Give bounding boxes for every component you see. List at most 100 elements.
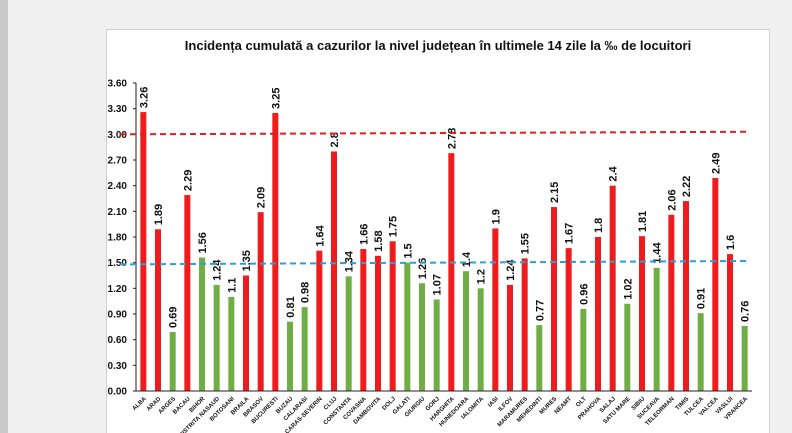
reference-line-1: [119, 259, 751, 266]
data-label: 1.75: [388, 216, 400, 237]
bar-35: [653, 267, 660, 391]
bar-12: [316, 250, 323, 391]
data-label: 0.96: [578, 283, 590, 304]
bar-5: [213, 284, 220, 391]
bar-32: [609, 185, 616, 391]
y-tick-label: 3.00: [108, 130, 128, 141]
y-tick-label: 0.30: [108, 361, 128, 372]
bar-20: [433, 299, 440, 391]
data-label: 1.07: [432, 274, 444, 295]
bar-13: [331, 151, 337, 391]
bar-40: [727, 254, 733, 391]
data-label: 0.81: [285, 296, 297, 317]
data-label: 0.77: [534, 300, 546, 321]
data-label: 1.55: [520, 233, 532, 254]
data-label: 3.25: [270, 88, 282, 109]
data-label: 2.49: [710, 153, 722, 174]
data-label: 0.76: [740, 301, 752, 322]
category-label: IASI: [487, 396, 500, 409]
y-tick-label: 0.90: [108, 310, 128, 321]
bar-31: [595, 237, 601, 391]
y-tick-label: 2.10: [108, 207, 128, 218]
bar-41: [741, 325, 748, 391]
data-label: 1.9: [490, 209, 502, 224]
data-label: 1.89: [153, 204, 165, 225]
bar-37: [683, 201, 689, 391]
data-label: 1.26: [417, 258, 429, 279]
category-label: SATU MARE: [603, 396, 632, 425]
data-label: 1.56: [197, 232, 209, 253]
data-label: 1.5: [402, 243, 414, 258]
y-tick-label: 2.70: [108, 156, 128, 167]
bar-39: [712, 177, 719, 391]
data-label: 2.78: [446, 128, 458, 149]
bar-0: [140, 112, 147, 391]
data-label: 2.8: [329, 132, 341, 147]
data-label: 2.15: [549, 182, 561, 203]
bar-38: [697, 313, 704, 391]
data-label: 1.02: [622, 278, 634, 299]
bar-9: [272, 112, 279, 391]
data-label: 2.09: [256, 187, 268, 208]
bar-21: [448, 153, 455, 391]
bar-26: [521, 258, 528, 391]
bar-4: [199, 257, 205, 391]
bar-1: [155, 229, 161, 391]
data-label: 1.64: [314, 224, 326, 246]
bar-25: [507, 284, 513, 391]
bar-14: [345, 276, 352, 391]
bar-17: [389, 241, 396, 391]
chart-title: Incidența cumulată a cazurilor la nivel …: [184, 38, 692, 53]
category-label: ALBA: [132, 396, 148, 412]
bar-27: [536, 325, 543, 391]
y-tick-label: 1.50: [108, 258, 128, 269]
bar-7: [243, 275, 249, 391]
data-label: 1.67: [564, 223, 576, 244]
data-label: 1.58: [373, 230, 385, 251]
data-label: 0.98: [300, 282, 312, 303]
data-label: 1.44: [652, 242, 664, 264]
data-label: 3.26: [138, 87, 150, 108]
bar-11: [301, 307, 308, 391]
data-label: 1.1: [226, 278, 238, 293]
data-label: 1.35: [241, 250, 253, 271]
bar-16: [375, 255, 381, 391]
data-label: 1.2: [476, 269, 488, 284]
bar-15: [360, 248, 367, 391]
data-label: 1.34: [344, 250, 356, 272]
bar-2: [169, 331, 176, 391]
data-label: 2.4: [608, 165, 620, 181]
y-tick-label: 3.30: [108, 104, 128, 115]
bar-6: [228, 296, 235, 391]
bar-8: [257, 212, 264, 391]
y-tick-label: 2.40: [108, 181, 128, 192]
data-label: 0.91: [696, 288, 708, 309]
category-label: OLT: [575, 396, 588, 409]
bar-19: [419, 283, 425, 391]
bar-36: [668, 214, 675, 391]
bar-29: [565, 248, 572, 391]
bar-3: [184, 195, 191, 391]
y-tick-label: 1.80: [108, 233, 128, 244]
data-label: 2.29: [182, 170, 194, 191]
bar-22: [463, 271, 469, 391]
bar-10: [287, 321, 293, 391]
bar-28: [551, 207, 557, 391]
data-label: 1.8: [593, 218, 605, 233]
data-label: 1.24: [212, 259, 224, 281]
bar-18: [404, 262, 411, 391]
reference-line-0: [119, 130, 751, 136]
y-tick-label: 0.00: [108, 387, 128, 398]
bar-33: [624, 303, 631, 391]
bar-34: [639, 236, 645, 391]
y-tick-label: 3.60: [108, 79, 128, 90]
y-tick-label: 1.20: [108, 284, 128, 295]
data-label: 1.4: [461, 251, 473, 267]
data-label: 1.81: [637, 211, 649, 232]
bar-23: [477, 288, 484, 391]
data-label: 2.06: [666, 189, 678, 210]
data-label: 1.6: [725, 235, 737, 250]
y-tick-label: 0.60: [108, 335, 128, 346]
data-label: 1.24: [505, 259, 517, 281]
